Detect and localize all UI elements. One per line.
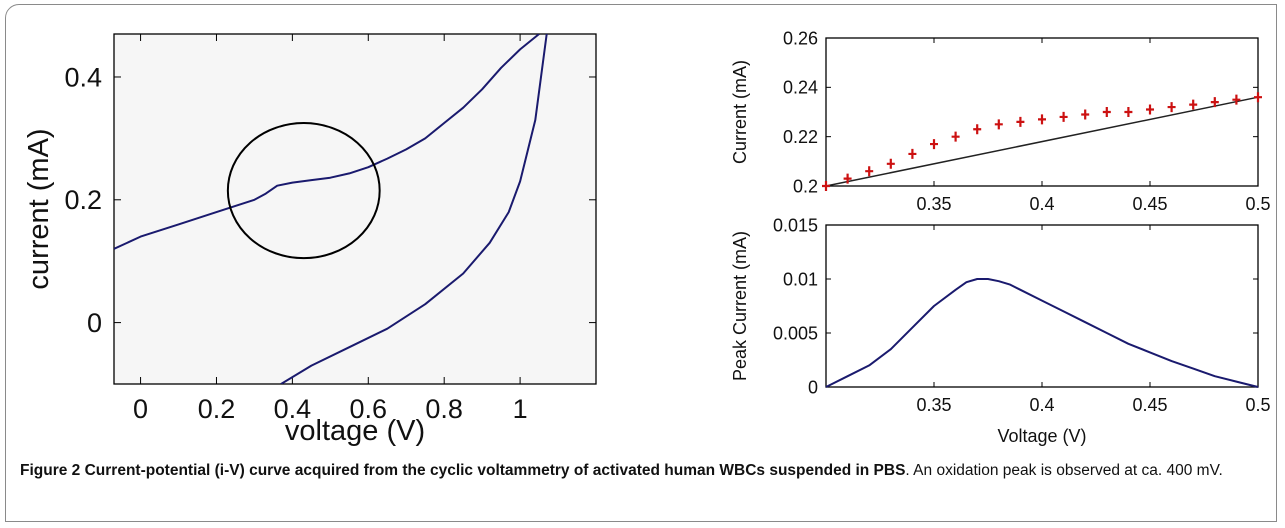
fit-line xyxy=(825,96,1259,187)
data-point-marker xyxy=(908,148,917,159)
x-tick-label: 0 xyxy=(133,394,148,424)
y-tick-label: 0.2 xyxy=(793,176,818,196)
y-tick-label: 0 xyxy=(87,308,102,338)
x-tick-label: 0.45 xyxy=(1132,395,1167,415)
x-axis-label: Voltage (V) xyxy=(997,426,1086,446)
plot-area xyxy=(826,225,1258,387)
data-point-marker xyxy=(822,181,830,191)
data-point-marker xyxy=(886,158,895,169)
y-tick-label: 0.26 xyxy=(783,28,818,48)
data-point-marker xyxy=(1254,92,1262,103)
y-axis-label: Current (mA) xyxy=(730,60,750,164)
y-tick-label: 0.22 xyxy=(783,127,818,147)
y-tick-label: 0.015 xyxy=(773,215,818,235)
y-axis-label: Peak Current (mA) xyxy=(730,231,750,381)
caption-label: Figure 2 xyxy=(20,462,81,479)
y-tick-label: 0.4 xyxy=(64,62,102,92)
x-axis-label: voltage (V) xyxy=(285,415,425,447)
plot-area xyxy=(114,34,596,384)
data-point-marker xyxy=(1167,102,1176,113)
cv-curve-line xyxy=(280,34,548,384)
y-axis-label: current (mA) xyxy=(23,128,55,289)
plot-curves xyxy=(114,34,548,384)
axes-box xyxy=(113,33,597,385)
x-tick-label: 0.4 xyxy=(274,394,312,424)
y-tick-label: 0 xyxy=(808,377,818,397)
x-tick-label: 0.35 xyxy=(916,395,951,415)
cv-curve-line xyxy=(114,34,540,250)
data-point-marker xyxy=(973,124,982,135)
data-point-marker xyxy=(951,131,960,142)
y-tick-label: 0.01 xyxy=(783,269,818,289)
x-tick-label: 0.35 xyxy=(916,194,951,214)
data-point-marker xyxy=(1081,109,1090,120)
data-point-marker xyxy=(1210,97,1219,108)
chart-current-zoom: 0.35 0.4 0.45 0.5 0.2 0.22 0.24 0.26 Current (mA… xyxy=(730,28,1271,214)
x-tick-label: 0.5 xyxy=(1245,395,1270,415)
x-tick-label: 1 xyxy=(513,394,528,424)
x-tick-label: 0.8 xyxy=(425,394,463,424)
peak-current-line xyxy=(825,278,1259,388)
y-tick-label: 0.24 xyxy=(783,78,818,98)
data-point-marker xyxy=(1232,94,1241,105)
y-tick-label: 0.2 xyxy=(64,185,102,215)
x-tick-label: 0.5 xyxy=(1245,194,1270,214)
data-point-marker xyxy=(843,173,852,184)
caption-title: Current-potential (i-V) curve acquired f… xyxy=(84,462,906,479)
data-point-marker xyxy=(994,119,1003,130)
x-tick-label: 0.6 xyxy=(350,394,388,424)
data-point-marker xyxy=(1189,99,1198,110)
x-tick-label: 0.2 xyxy=(198,394,236,424)
data-point-marker xyxy=(1146,104,1154,115)
data-point-marker xyxy=(1038,114,1046,125)
data-point-marker xyxy=(1016,116,1025,127)
data-point-marker xyxy=(1102,107,1111,117)
data-point-marker xyxy=(1059,111,1068,122)
data-point-marker xyxy=(930,139,938,150)
x-tick-label: 0.4 xyxy=(1029,395,1054,415)
highlight-ellipse xyxy=(226,122,381,260)
x-tick-label: 0.45 xyxy=(1132,194,1167,214)
caption-text: . An oxidation peak is observed at ca. 4… xyxy=(905,462,1223,479)
x-tick-label: 0.4 xyxy=(1029,194,1054,214)
data-point-marker xyxy=(865,166,874,177)
figure-caption: Figure 2 Current-potential (i-V) curve a… xyxy=(20,459,1265,483)
data-point-marker xyxy=(1124,107,1133,117)
chart-peak-current: 0.35 0.4 0.45 0.5 0 0.005 0.01 0.015 Voltage (V)… xyxy=(730,215,1271,446)
y-tick-label: 0.005 xyxy=(773,323,818,343)
